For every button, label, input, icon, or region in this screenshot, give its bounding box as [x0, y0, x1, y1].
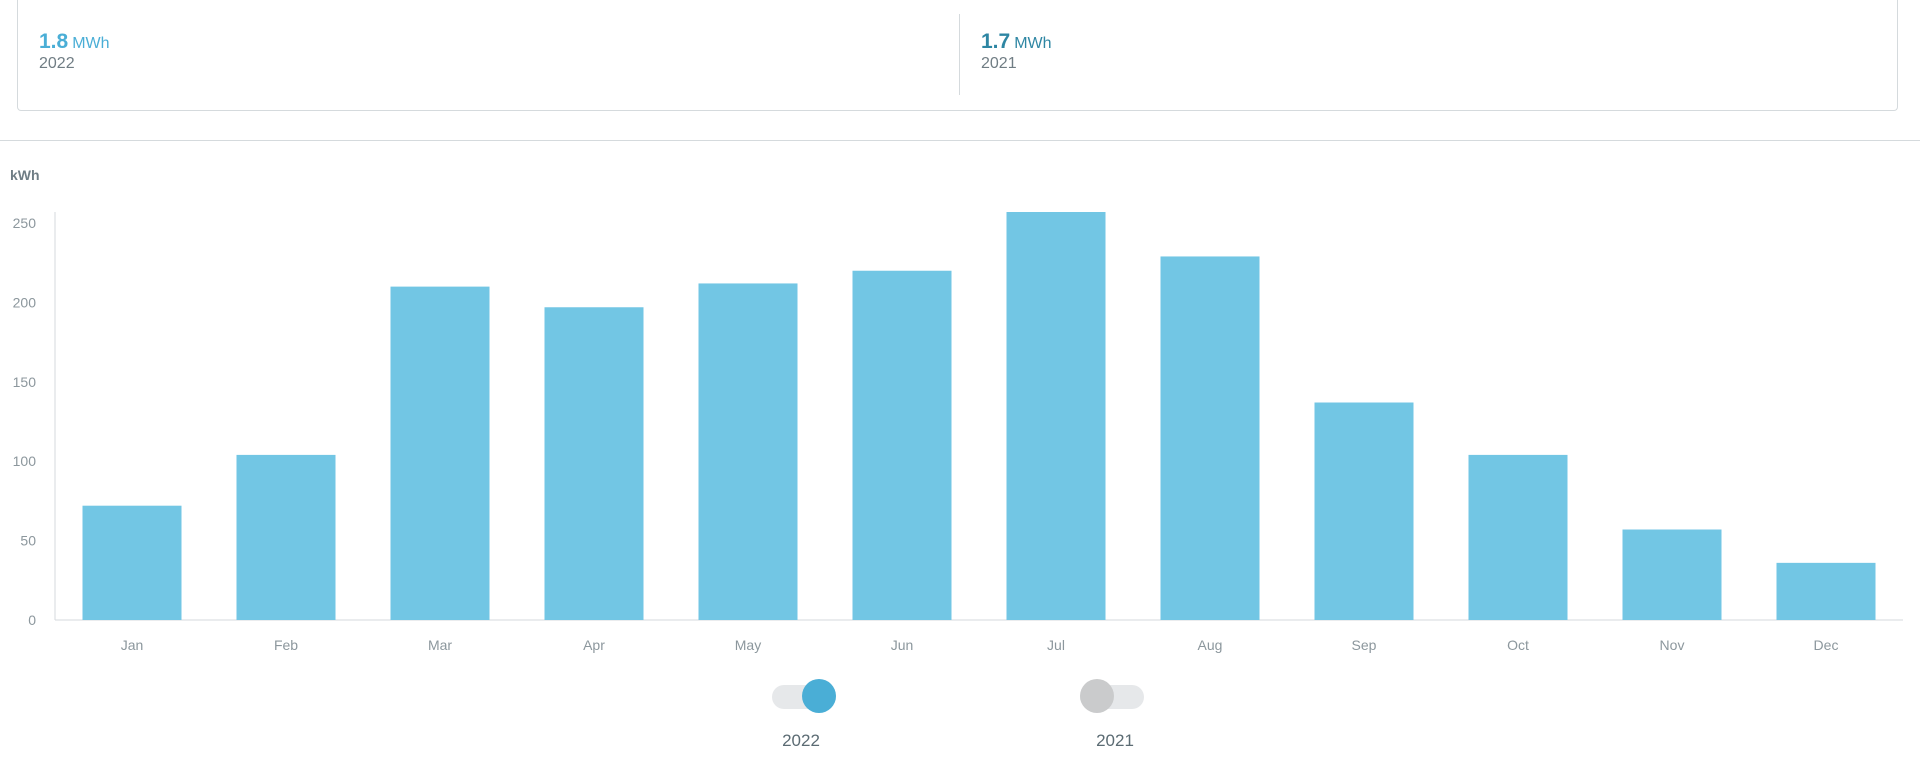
- toggle-2022[interactable]: [772, 679, 842, 713]
- x-tick-label-mar: Mar: [428, 637, 452, 653]
- bar-feb: [236, 454, 336, 620]
- current-year-label: 2022: [39, 55, 75, 72]
- bar-oct: [1468, 454, 1568, 620]
- summary-panel: 1.8 MWh 2022 1.7 MWh 2021: [17, 0, 1898, 111]
- x-tick-label-jul: Jul: [1047, 637, 1065, 653]
- bar-nov: [1622, 529, 1722, 620]
- bar-jun: [852, 270, 952, 620]
- bar-mar: [390, 286, 490, 620]
- x-tick-label-jun: Jun: [891, 637, 914, 653]
- section-divider: [0, 140, 1920, 141]
- y-tick-label-250: 250: [13, 215, 37, 231]
- x-tick-label-apr: Apr: [583, 637, 605, 653]
- y-tick-label-200: 200: [13, 294, 37, 310]
- previous-total-value: 1.7: [981, 30, 1011, 53]
- summary-divider: [959, 14, 960, 95]
- y-axis-unit-label: kWh: [10, 167, 40, 183]
- toggle-2021-label: 2021: [1096, 731, 1134, 750]
- x-tick-label-oct: Oct: [1507, 637, 1529, 653]
- toggle-2022-label: 2022: [782, 731, 820, 750]
- x-tick-label-nov: Nov: [1660, 637, 1685, 653]
- x-tick-label-may: May: [735, 637, 761, 653]
- x-tick-label-jan: Jan: [121, 637, 144, 653]
- toggle-2021[interactable]: [1080, 679, 1150, 713]
- y-tick-label-150: 150: [13, 374, 37, 390]
- monthly-energy-bar-chart: kWh 0 50 100 150 200 250 Jan Feb Mar Apr May Jun Jul A…: [10, 167, 1903, 653]
- bar-aug: [1160, 256, 1260, 620]
- bar-jul: [1006, 212, 1106, 620]
- x-tick-label-sep: Sep: [1352, 637, 1377, 653]
- bar-may: [698, 283, 798, 620]
- current-total-value: 1.8: [39, 30, 69, 53]
- bar-jan: [82, 505, 182, 620]
- x-tick-label-feb: Feb: [274, 637, 298, 653]
- summary-current: 1.8 MWh 2022: [39, 30, 110, 73]
- bar-dec: [1776, 562, 1876, 620]
- previous-total-unit: MWh: [1014, 35, 1052, 52]
- current-total-unit: MWh: [72, 35, 110, 52]
- y-tick-label-0: 0: [28, 612, 36, 628]
- y-tick-label-50: 50: [20, 533, 36, 549]
- bar-sep: [1314, 402, 1414, 620]
- bar-apr: [544, 307, 644, 620]
- x-tick-label-aug: Aug: [1198, 637, 1223, 653]
- toggle-2021-knob: [1080, 679, 1114, 713]
- y-tick-label-100: 100: [13, 453, 37, 469]
- summary-previous: 1.7 MWh 2021: [981, 30, 1052, 73]
- x-tick-label-dec: Dec: [1814, 637, 1839, 653]
- previous-year-label: 2021: [981, 55, 1017, 72]
- toggle-2022-knob: [802, 679, 836, 713]
